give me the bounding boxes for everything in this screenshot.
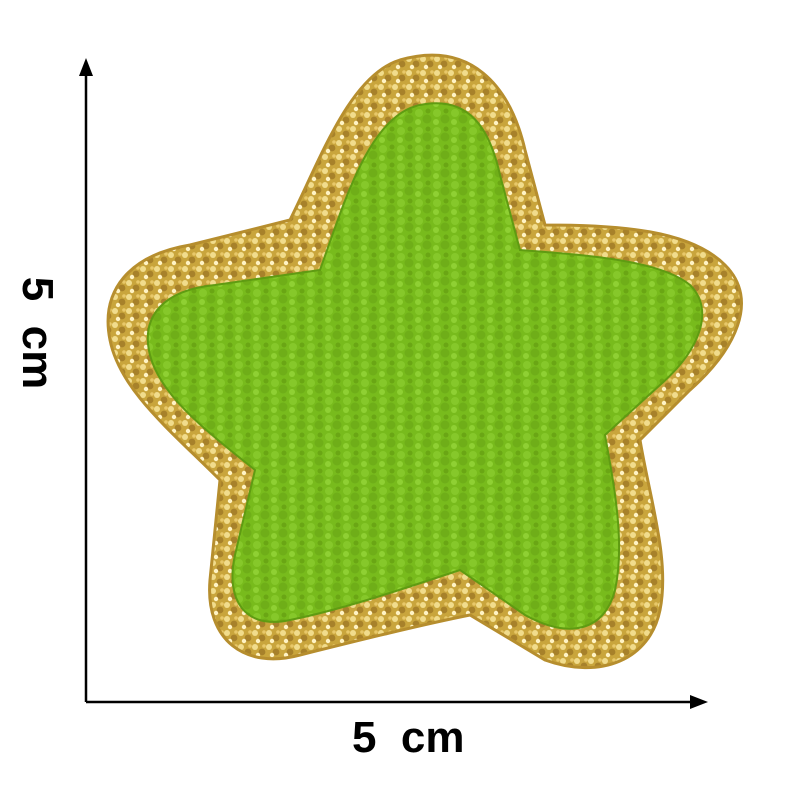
width-dimension-label: 5 cm bbox=[352, 713, 465, 762]
horizontal-arrowhead-icon bbox=[690, 695, 708, 709]
height-dimension-label: 5 cm bbox=[13, 276, 62, 390]
chenille-star bbox=[146, 102, 704, 630]
vertical-arrowhead-icon bbox=[79, 58, 93, 76]
dimension-axes bbox=[79, 58, 708, 709]
